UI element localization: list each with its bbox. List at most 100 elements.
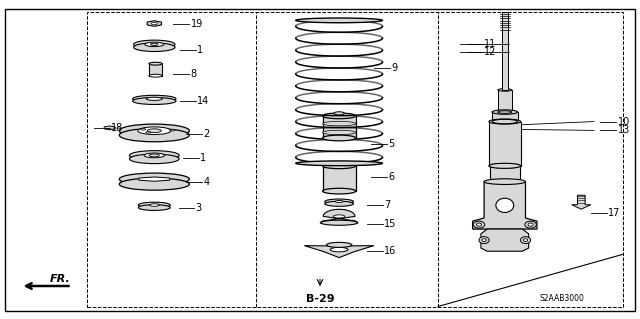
Ellipse shape [323,122,356,126]
Ellipse shape [492,110,518,114]
Bar [119,179,189,184]
Ellipse shape [296,18,383,23]
Bar [489,122,521,166]
Text: FR.: FR. [50,274,70,284]
Ellipse shape [119,178,189,190]
Ellipse shape [490,179,520,184]
Ellipse shape [323,163,356,169]
Ellipse shape [149,62,163,65]
Ellipse shape [134,43,175,51]
Text: 17: 17 [608,208,620,218]
Text: 8: 8 [191,69,196,79]
Ellipse shape [119,124,189,137]
Ellipse shape [149,154,159,157]
Ellipse shape [528,223,533,226]
Ellipse shape [484,179,525,184]
Text: 5: 5 [388,139,394,149]
Bar [134,44,175,47]
Ellipse shape [324,201,353,206]
Bar [498,90,512,112]
Ellipse shape [138,202,170,208]
Ellipse shape [498,111,512,113]
Ellipse shape [170,130,175,131]
Bar [138,205,170,208]
Text: 12: 12 [484,47,496,57]
Ellipse shape [134,40,175,49]
Ellipse shape [330,248,348,252]
Ellipse shape [326,242,352,248]
Ellipse shape [138,205,170,211]
Polygon shape [320,209,358,223]
Text: 18: 18 [111,123,124,133]
Bar [119,130,189,135]
Polygon shape [472,182,537,229]
Polygon shape [104,126,115,130]
Ellipse shape [151,22,157,25]
Ellipse shape [119,129,189,142]
Polygon shape [481,229,529,251]
Ellipse shape [334,112,344,115]
Ellipse shape [147,129,161,133]
Ellipse shape [321,220,358,225]
Ellipse shape [496,198,514,212]
Text: 19: 19 [191,19,203,28]
Text: 14: 14 [197,96,209,106]
Ellipse shape [489,119,521,124]
Polygon shape [147,21,161,26]
Text: 3: 3 [196,203,202,212]
Ellipse shape [149,74,163,77]
Ellipse shape [145,42,164,47]
Bar [323,116,356,138]
Ellipse shape [132,95,176,102]
Polygon shape [572,195,591,209]
Bar [324,201,353,204]
Text: 2: 2 [204,129,210,138]
Ellipse shape [323,135,356,141]
Ellipse shape [324,199,353,204]
Ellipse shape [498,89,512,91]
Ellipse shape [323,188,356,194]
Ellipse shape [146,131,151,133]
Ellipse shape [129,151,179,160]
Bar [323,166,356,191]
Ellipse shape [141,129,146,130]
Bar [492,112,518,122]
Ellipse shape [333,215,345,218]
Ellipse shape [524,239,528,241]
Ellipse shape [132,98,176,105]
Text: 6: 6 [388,172,394,182]
Ellipse shape [144,153,164,158]
Ellipse shape [296,161,383,166]
Ellipse shape [150,204,159,206]
Ellipse shape [129,154,179,164]
Ellipse shape [138,127,171,135]
Bar [490,166,520,182]
Text: 4: 4 [204,177,209,187]
Ellipse shape [335,200,343,203]
Text: 11: 11 [484,39,496,49]
Ellipse shape [473,221,484,228]
Ellipse shape [482,239,486,241]
Ellipse shape [147,97,163,100]
Text: 1: 1 [197,45,203,56]
Text: 9: 9 [392,63,397,73]
Ellipse shape [489,163,521,168]
Text: S2AAB3000: S2AAB3000 [540,294,584,303]
Polygon shape [305,246,374,257]
Ellipse shape [492,119,518,124]
Ellipse shape [520,237,531,244]
Bar [149,64,163,76]
Ellipse shape [323,130,356,135]
Ellipse shape [323,113,356,119]
Text: 13: 13 [618,125,630,135]
Text: B-29: B-29 [306,293,334,304]
Ellipse shape [490,164,520,168]
Bar [132,99,176,101]
Text: 16: 16 [385,246,397,256]
Bar [502,12,508,90]
Text: 15: 15 [385,219,397,229]
Ellipse shape [525,221,536,228]
Text: 10: 10 [618,116,630,127]
Ellipse shape [479,237,489,244]
Text: 1: 1 [200,153,206,163]
